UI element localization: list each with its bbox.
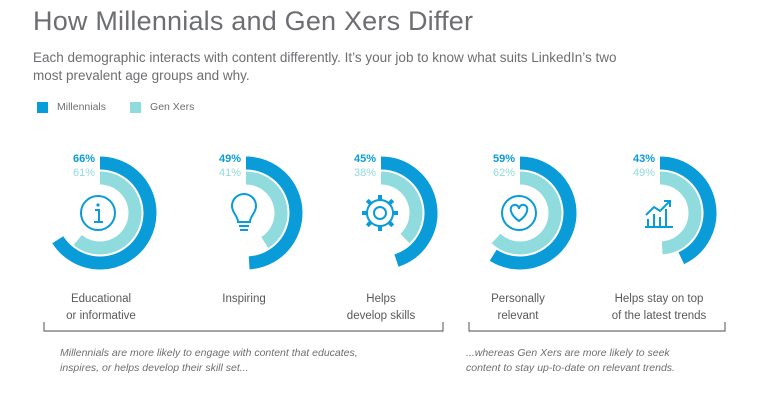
pct-label-millennials-1: 49% <box>219 153 241 165</box>
chart-subtitle: Each demographic interacts with content … <box>33 50 617 83</box>
trend-chart-icon <box>645 200 673 228</box>
gear-tooth <box>365 220 373 228</box>
note-right: ...whereas Gen Xers are more likely to s… <box>466 346 675 376</box>
donut-arc-genx-1 <box>245 171 288 249</box>
legend-label-genx: Gen Xers <box>150 101 195 113</box>
chart-title: How Millennials and Gen Xers Differ <box>33 6 474 36</box>
pct-label-genx-3: 62% <box>493 167 515 179</box>
gear-icon <box>362 195 398 231</box>
donut-arc-genx-4 <box>659 171 702 255</box>
category-label-3-line1: Personally <box>491 293 545 305</box>
donut-group-1: 49% 41% <box>219 153 303 270</box>
legend: Millennials Gen Xers <box>37 101 218 113</box>
donut-arc-genx-2 <box>380 171 423 244</box>
category-label-4-line2: of the latest trends <box>611 310 707 322</box>
category-label-3-line2: relevant <box>497 310 539 322</box>
donut-arc-millennials-1 <box>245 156 303 270</box>
donut-arc-millennials-2 <box>380 156 438 267</box>
category-label-0-line1: Educational <box>70 293 132 305</box>
donut-group-3: 59% 62% <box>489 153 577 270</box>
donut-arc-genx-0 <box>73 171 142 255</box>
donut-group-0: 66% 61% <box>52 153 157 270</box>
pct-label-millennials-3: 59% <box>493 153 515 165</box>
gear-tooth <box>387 220 395 228</box>
category-label-0: Educational or informative <box>26 291 176 325</box>
heart-icon <box>501 195 537 231</box>
category-label-2: Helps develop skills <box>306 291 456 325</box>
pct-label-genx-4: 49% <box>633 167 655 179</box>
note-right-line2: content to stay up-to-date on relevant t… <box>466 362 675 374</box>
category-label-4-line1: Helps stay on top <box>614 293 704 305</box>
pct-label-millennials-2: 45% <box>354 153 376 165</box>
gear-tooth <box>387 198 395 206</box>
donut-arc-millennials-3 <box>489 156 577 270</box>
pct-label-genx-1: 41% <box>219 167 241 179</box>
category-label-0-line2: or informative <box>66 310 136 322</box>
legend-swatch-millennials <box>37 101 48 113</box>
note-right-line1: ...whereas Gen Xers are more likely to s… <box>466 347 670 359</box>
category-label-2-line2: develop skills <box>346 310 416 322</box>
category-label-1: Inspiring <box>169 291 319 308</box>
legend-swatch-genx <box>130 101 142 113</box>
donut-arc-genx-3 <box>491 171 562 255</box>
lightbulb-icon <box>230 193 258 231</box>
pct-label-millennials-0: 66% <box>73 153 95 165</box>
category-label-4: Helps stay on top of the latest trends <box>584 291 734 325</box>
note-left-line1: Millennials are more likely to engage wi… <box>60 347 358 359</box>
category-label-1-line1: Inspiring <box>222 293 266 305</box>
pct-label-genx-0: 61% <box>73 167 95 179</box>
bracket-right <box>468 322 726 332</box>
pct-label-genx-2: 38% <box>354 167 376 179</box>
donut-arc-millennials-0 <box>52 156 157 270</box>
category-label-3: Personally relevant <box>443 291 593 325</box>
donut-group-2: 45% 38% <box>354 153 438 267</box>
legend-label-millennials: Millennials <box>57 101 107 113</box>
donut-group-4: 43% 49% <box>633 153 717 265</box>
gear-tooth <box>365 198 373 206</box>
info-icon <box>80 195 116 231</box>
legend-item-millennials: Millennials <box>37 101 106 113</box>
note-left-line2: inspires, or helps develop their skill s… <box>60 362 249 374</box>
category-label-2-line1: Helps <box>366 293 396 305</box>
donut-arc-millennials-4 <box>659 156 717 265</box>
pct-label-millennials-4: 43% <box>633 153 655 165</box>
legend-item-genx: Gen Xers <box>130 101 194 113</box>
note-left: Millennials are more likely to engage wi… <box>60 346 358 376</box>
